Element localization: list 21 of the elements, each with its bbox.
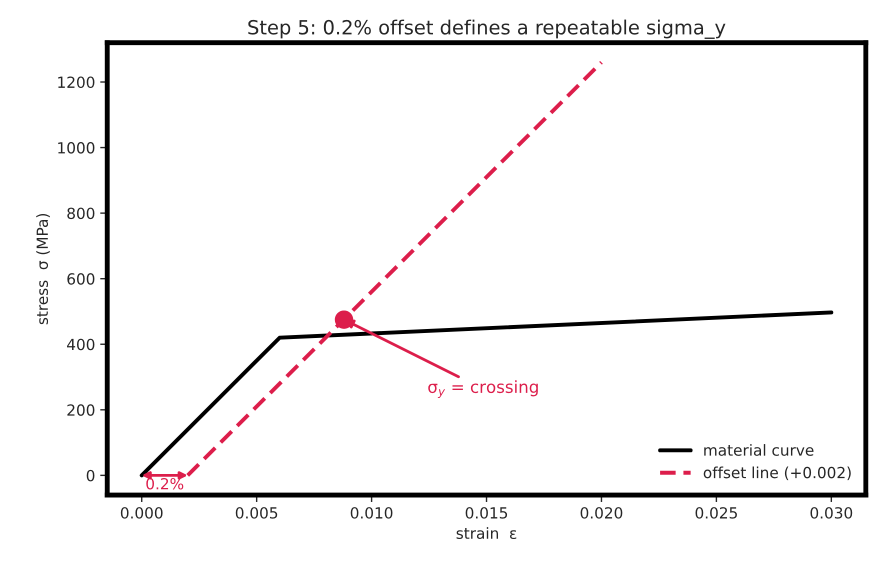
y-tick-label: 0: [86, 470, 94, 482]
y-axis-title: stress σ (MPa): [36, 214, 50, 324]
y-tick-label: 800: [67, 208, 94, 220]
x-tick-label: 0.010: [350, 507, 392, 519]
x-tick-label: 0.000: [120, 507, 163, 519]
legend-label: material curve: [704, 444, 814, 456]
x-tick-label: 0.030: [810, 507, 852, 519]
legend-label: offset line (+0.002): [704, 466, 851, 480]
y-tick-label: 400: [67, 338, 94, 350]
x-axis-title: strain ε: [456, 527, 516, 540]
x-tick-label: 0.005: [236, 507, 278, 519]
y-tick-label: 1000: [58, 142, 94, 154]
annotation: 0.2%: [146, 478, 184, 490]
y-tick-label: 600: [67, 273, 94, 285]
x-tick-label: 0.015: [466, 507, 508, 519]
x-tick-label: 0.020: [580, 507, 622, 519]
y-tick-label: 1200: [58, 76, 94, 88]
chart-title: Step 5: 0.2% offset defines a repeatable sigma_y: [248, 20, 726, 39]
annotation: σ$_{y}$ = crossing: [428, 380, 538, 398]
x-tick-label: 0.025: [696, 507, 737, 519]
y-tick-label: 200: [67, 404, 94, 416]
